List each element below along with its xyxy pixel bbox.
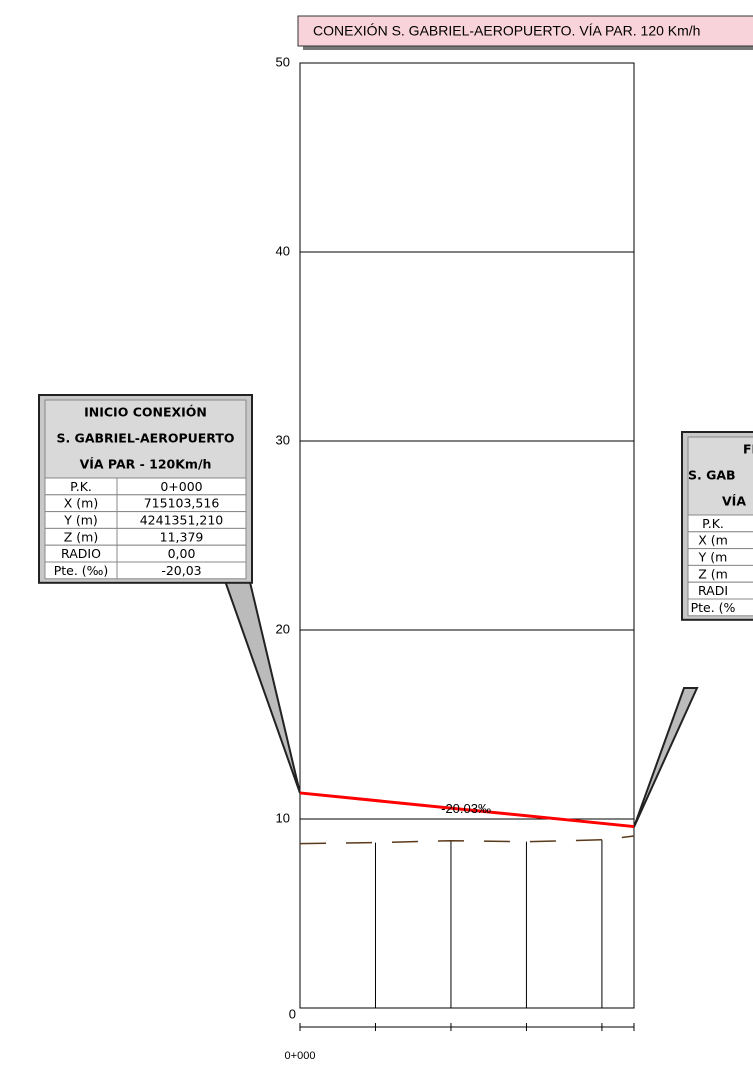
box-cell: 11,379 [160, 529, 204, 544]
box-header [687, 436, 753, 516]
box-cell: 0,00 [168, 546, 196, 561]
y-tick-label: 50 [276, 54, 290, 69]
box-cell: P.K. [702, 516, 724, 531]
box-row [687, 598, 753, 617]
box-cell: 715103,516 [144, 496, 220, 511]
title-box [297, 15, 753, 47]
box-cell: Z (m) [64, 529, 98, 544]
box-header [44, 399, 247, 479]
box-cell: X (m [698, 533, 728, 548]
y-tick-label: 0 [289, 1006, 296, 1021]
box-cell: Y (m [698, 550, 728, 565]
terrain-line [299, 835, 635, 845]
box-cell: P.K. [70, 479, 92, 494]
box-title: S. GABRIEL-AEROPUERTO [56, 431, 234, 446]
box-title: VÍA [722, 494, 746, 509]
box-cell: Z (m [698, 566, 728, 581]
box-cell: 4241351,210 [140, 513, 224, 528]
box-cell: Pte. (‰) [54, 563, 109, 578]
box-cell: X (m) [64, 496, 98, 511]
box-cell: RADI [698, 583, 728, 598]
box-cell: 0+000 [160, 479, 202, 494]
y-tick-label: 10 [276, 810, 290, 825]
chart-title: CONEXIÓN S. GABRIEL-AEROPUERTO. VÍA PAR.… [313, 23, 700, 39]
grade-line [299, 791, 635, 829]
box-cell: Pte. (% [691, 600, 736, 615]
box-title: FIN [743, 442, 753, 457]
box-cell: RADIO [61, 546, 101, 561]
box-title: VÍA PAR - 120Km/h [80, 457, 212, 472]
box-cell: Y (m) [63, 513, 98, 528]
box-row [44, 561, 247, 580]
y-tick-label: 30 [276, 432, 290, 447]
box-cell: -20,03 [161, 563, 201, 578]
box-title: S. GAB [688, 468, 736, 483]
callout-pointer [222, 577, 301, 794]
y-tick-label: 20 [276, 621, 290, 636]
plot-area [299, 62, 635, 1009]
y-tick-label: 40 [276, 243, 290, 258]
x-tick-label: 0+000 [285, 1050, 316, 1062]
box-title: INICIO CONEXIÓN [84, 405, 207, 420]
grade-label: -20.03‰ [441, 801, 491, 816]
callout-pointer [633, 687, 699, 828]
